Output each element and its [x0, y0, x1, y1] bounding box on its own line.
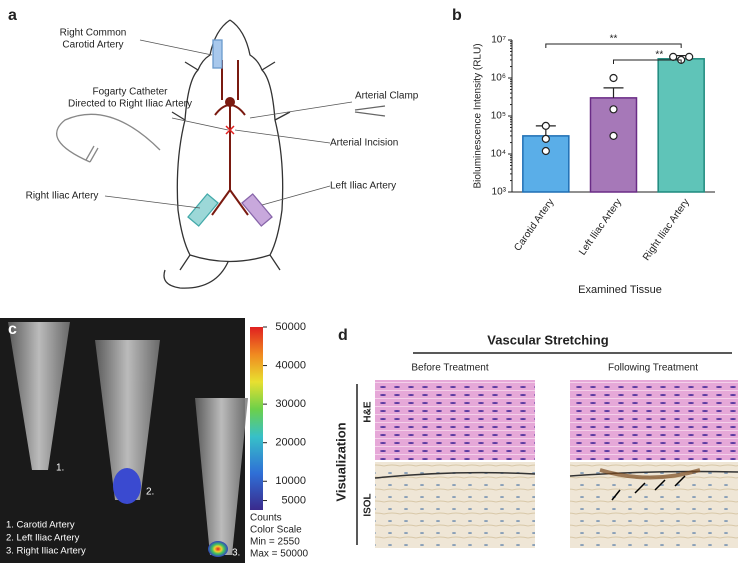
- row-label: ISOL: [363, 493, 374, 516]
- bar: [657, 58, 705, 193]
- tube-label: 3.: [232, 548, 240, 559]
- y-tick-label: 10³: [492, 187, 507, 198]
- colorbar-tick-label: 20000: [275, 437, 306, 449]
- data-point: [669, 52, 678, 61]
- panel-letter: a: [8, 7, 17, 24]
- panel-letter: c: [8, 321, 17, 338]
- signal-blob: [113, 468, 141, 504]
- annotation-label: Arterial Clamp: [355, 91, 419, 102]
- signal-blob: [208, 541, 228, 557]
- x-tick-label: Right Iliac Artery: [641, 197, 692, 263]
- y-tick-label: 10⁶: [491, 73, 506, 84]
- column-label: Before Treatment: [411, 363, 488, 374]
- y-tick-label: 10⁷: [491, 35, 506, 46]
- panel-letter: d: [338, 327, 348, 344]
- x-axis-label: Examined Tissue: [578, 284, 662, 296]
- annotation-label: Right Common: [60, 28, 127, 39]
- error-bar: [603, 87, 624, 98]
- colorbar-tick-label: 40000: [275, 359, 306, 371]
- legend-entry: 2. Left Iliac Artery: [6, 533, 80, 544]
- colorbar: [250, 327, 263, 510]
- data-point: [609, 105, 618, 114]
- colorbar-tick-label: 50000: [275, 321, 306, 333]
- colorbar-tick-label: 5000: [282, 494, 306, 506]
- tubes: [8, 322, 248, 555]
- annotation-label: Right Iliac Artery: [26, 191, 99, 202]
- data-point: [609, 73, 618, 83]
- y-axis-label: Bioluminescence Intensity (RLU): [473, 43, 484, 188]
- colorbar-tick-label: 10000: [275, 475, 306, 487]
- data-point: [541, 146, 550, 156]
- y-tick-label: 10⁵: [491, 111, 506, 122]
- bar: [522, 135, 570, 193]
- annotation-label: Directed to Right Iliac Artery: [68, 99, 192, 110]
- significance-label: **: [655, 50, 663, 61]
- annotation-label: Arterial Incision: [330, 138, 398, 149]
- row-label: H&E: [363, 401, 374, 422]
- tube-label: 2.: [146, 487, 154, 498]
- legend-entry: 3. Right Iliac Artery: [6, 546, 86, 557]
- data-point: [609, 131, 618, 140]
- y-tick-label: 10⁴: [491, 149, 506, 160]
- annotation-label: Carotid Artery: [62, 40, 123, 51]
- significance-bracket: [545, 43, 682, 48]
- x-tick-label: Left Iliac Artery: [577, 197, 624, 257]
- mouse-diagram: [56, 19, 386, 289]
- micrographs: [374, 380, 739, 548]
- annotation-label: Fogarty Catheter: [92, 87, 168, 98]
- column-label: Following Treatment: [608, 363, 698, 374]
- annotation-label: Left Iliac Artery: [330, 181, 396, 192]
- scale-text: Counts: [250, 513, 282, 524]
- x-tick-label: Carotid Artery: [512, 197, 556, 253]
- colorbar-tick-label: 30000: [275, 398, 306, 410]
- significance-bracket: [613, 59, 682, 64]
- data-point: [685, 52, 694, 61]
- panel-title: Vascular Stretching: [487, 332, 608, 347]
- data-point: [541, 121, 550, 130]
- data-point: [541, 134, 550, 143]
- scale-text: Min = 2550: [250, 537, 300, 548]
- tube-label: 1.: [56, 463, 64, 474]
- scale-text: Color Scale: [250, 525, 302, 536]
- panel-letter: b: [452, 7, 462, 24]
- scale-text: Max = 50000: [250, 549, 309, 560]
- row-group-label: Visualization: [333, 422, 348, 501]
- legend-entry: 1. Carotid Artery: [6, 520, 75, 531]
- significance-label: **: [610, 34, 618, 45]
